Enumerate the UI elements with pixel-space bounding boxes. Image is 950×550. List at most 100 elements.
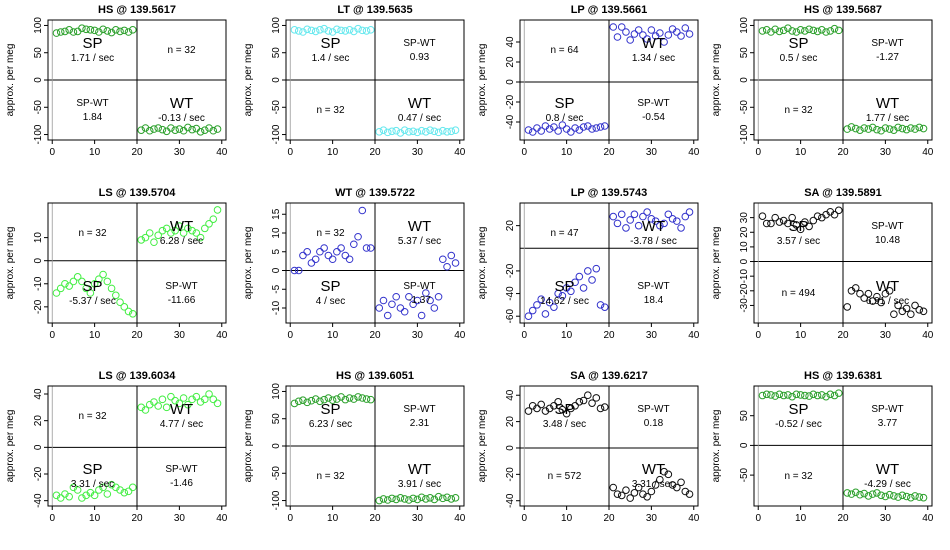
data-point xyxy=(345,255,354,264)
data-point xyxy=(124,28,133,36)
data-point xyxy=(558,292,567,300)
data-point xyxy=(107,284,116,293)
y-tick-label: 0 xyxy=(505,445,516,451)
data-point xyxy=(881,124,890,132)
scatter-plot: LS @ 139.5704 0 10 20 30 40 -20 -10 0 10 approx. p… xyxy=(5,187,228,341)
data-point xyxy=(864,289,873,298)
data-point xyxy=(311,27,320,36)
data-point xyxy=(439,126,447,135)
data-point xyxy=(56,494,65,502)
n-count: n = 47 xyxy=(550,228,579,239)
data-point xyxy=(124,307,133,316)
data-point xyxy=(647,26,656,34)
chart-title: LT @ 139.5635 xyxy=(337,4,412,16)
data-point xyxy=(154,402,162,410)
data-point xyxy=(379,495,388,503)
data-point xyxy=(834,206,843,215)
data-point xyxy=(358,206,367,215)
data-point xyxy=(843,303,852,311)
data-point xyxy=(767,391,775,399)
data-point xyxy=(818,391,826,399)
data-point xyxy=(400,307,409,316)
y-axis-label: approx. per meg xyxy=(5,227,16,300)
data-point xyxy=(639,212,647,221)
data-point xyxy=(775,390,784,399)
data-point xyxy=(73,273,82,281)
y-tick-label: 10 xyxy=(33,232,44,244)
data-point xyxy=(622,224,630,232)
data-point xyxy=(388,127,396,136)
data-point xyxy=(524,312,533,321)
data-point xyxy=(673,217,681,225)
y-tick-label: 5 xyxy=(271,249,282,255)
x-tick-label: 0 xyxy=(521,513,527,524)
data-point xyxy=(792,28,801,36)
n-count: n = 32 xyxy=(784,105,813,116)
data-point xyxy=(375,496,384,505)
spwt-label: SP-WT xyxy=(637,281,669,292)
data-point xyxy=(392,126,400,135)
data-point xyxy=(145,126,154,135)
data-point xyxy=(179,229,188,237)
data-point xyxy=(545,298,554,307)
data-point xyxy=(311,395,320,403)
chart-title: HS @ 139.5687 xyxy=(804,4,882,16)
data-point xyxy=(447,495,456,503)
data-point xyxy=(443,493,451,502)
data-point xyxy=(554,398,562,406)
data-point xyxy=(358,394,367,402)
y-tick-label: 40 xyxy=(505,36,516,48)
data-point xyxy=(337,244,345,252)
data-point xyxy=(596,123,605,131)
data-point xyxy=(813,27,822,36)
sp-label: SP xyxy=(788,35,808,52)
data-point xyxy=(307,26,316,35)
data-point xyxy=(128,483,137,492)
wt-rate: 1.34 / sec xyxy=(632,53,675,64)
data-point xyxy=(320,244,328,252)
spwt-label: SP-WT xyxy=(871,38,903,49)
data-point xyxy=(188,226,196,235)
data-point xyxy=(664,210,673,219)
x-tick-label: 40 xyxy=(688,513,700,524)
y-tick-label: 100 xyxy=(271,383,282,400)
data-point xyxy=(388,494,396,503)
data-point xyxy=(167,124,175,132)
data-point xyxy=(90,26,99,35)
data-point xyxy=(171,126,179,134)
data-point xyxy=(73,486,82,494)
data-point xyxy=(56,284,65,293)
wt-rate: -0.13 / sec xyxy=(158,113,205,124)
data-point xyxy=(864,492,873,500)
data-point xyxy=(320,395,328,404)
y-tick-label: -10 xyxy=(739,269,750,284)
data-point xyxy=(630,210,639,219)
chart-title: LS @ 139.5704 xyxy=(99,187,177,199)
x-tick-label: 40 xyxy=(454,513,466,524)
y-tick-label: 50 xyxy=(33,47,44,59)
data-point xyxy=(830,24,839,33)
y-tick-label: 100 xyxy=(271,17,282,34)
data-point xyxy=(788,392,796,401)
data-point xyxy=(822,392,830,401)
data-point xyxy=(175,125,184,133)
data-point xyxy=(771,25,779,34)
data-point xyxy=(366,244,375,252)
data-point xyxy=(430,304,439,312)
y-axis-label: approx. per meg xyxy=(477,44,488,117)
data-point xyxy=(860,294,868,302)
data-point xyxy=(383,311,392,320)
sp-label: SP xyxy=(788,401,808,418)
data-point xyxy=(213,399,222,408)
sp-rate: 0.8 / sec xyxy=(546,113,584,124)
wt-rate: 3.31 / sec xyxy=(632,479,675,490)
wt-rate: 6.91 / sec xyxy=(866,296,909,307)
data-point xyxy=(617,491,626,500)
data-point xyxy=(128,309,137,318)
scatter-panel-8: SA @ 139.5891 0 10 20 30 40 -30 -20 -10 0 10 20 30 ap… xyxy=(706,183,938,358)
data-point xyxy=(898,491,907,500)
data-point xyxy=(915,493,924,501)
data-point xyxy=(907,493,915,502)
data-point xyxy=(333,395,341,403)
data-point xyxy=(86,26,95,34)
